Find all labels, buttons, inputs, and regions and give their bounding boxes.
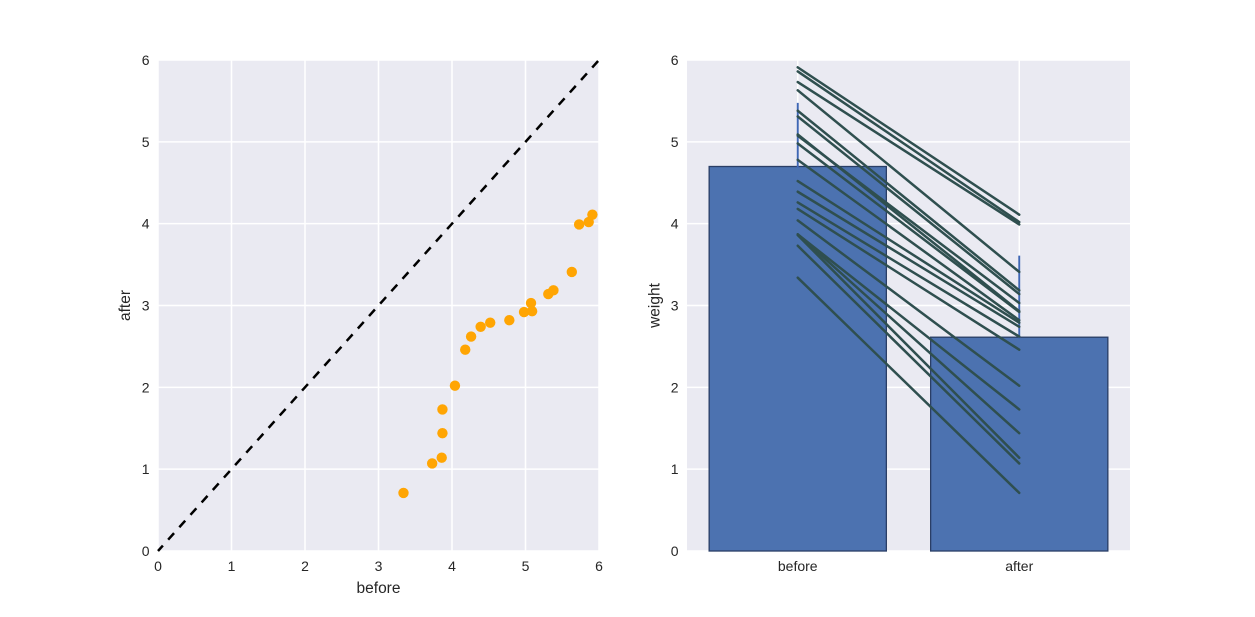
- svg-text:4: 4: [142, 216, 150, 232]
- svg-text:0: 0: [671, 543, 679, 559]
- svg-text:before: before: [357, 580, 401, 597]
- svg-text:3: 3: [142, 298, 150, 314]
- svg-text:0: 0: [142, 543, 150, 559]
- svg-text:weight: weight: [647, 282, 664, 328]
- svg-text:5: 5: [142, 134, 150, 150]
- svg-text:1: 1: [671, 461, 679, 477]
- svg-text:5: 5: [671, 134, 679, 150]
- svg-text:6: 6: [595, 558, 603, 574]
- svg-text:4: 4: [671, 216, 679, 232]
- svg-text:3: 3: [375, 558, 383, 574]
- svg-text:2: 2: [671, 379, 679, 395]
- svg-text:6: 6: [671, 52, 679, 68]
- svg-text:1: 1: [142, 461, 150, 477]
- svg-text:5: 5: [522, 558, 530, 574]
- svg-text:after: after: [117, 290, 134, 321]
- svg-text:6: 6: [142, 52, 150, 68]
- svg-text:1: 1: [228, 558, 236, 574]
- svg-text:after: after: [1005, 558, 1033, 574]
- svg-text:2: 2: [301, 558, 309, 574]
- svg-text:before: before: [778, 558, 818, 574]
- svg-text:2: 2: [142, 379, 150, 395]
- svg-text:4: 4: [448, 558, 456, 574]
- svg-text:0: 0: [154, 558, 162, 574]
- svg-text:3: 3: [671, 298, 679, 314]
